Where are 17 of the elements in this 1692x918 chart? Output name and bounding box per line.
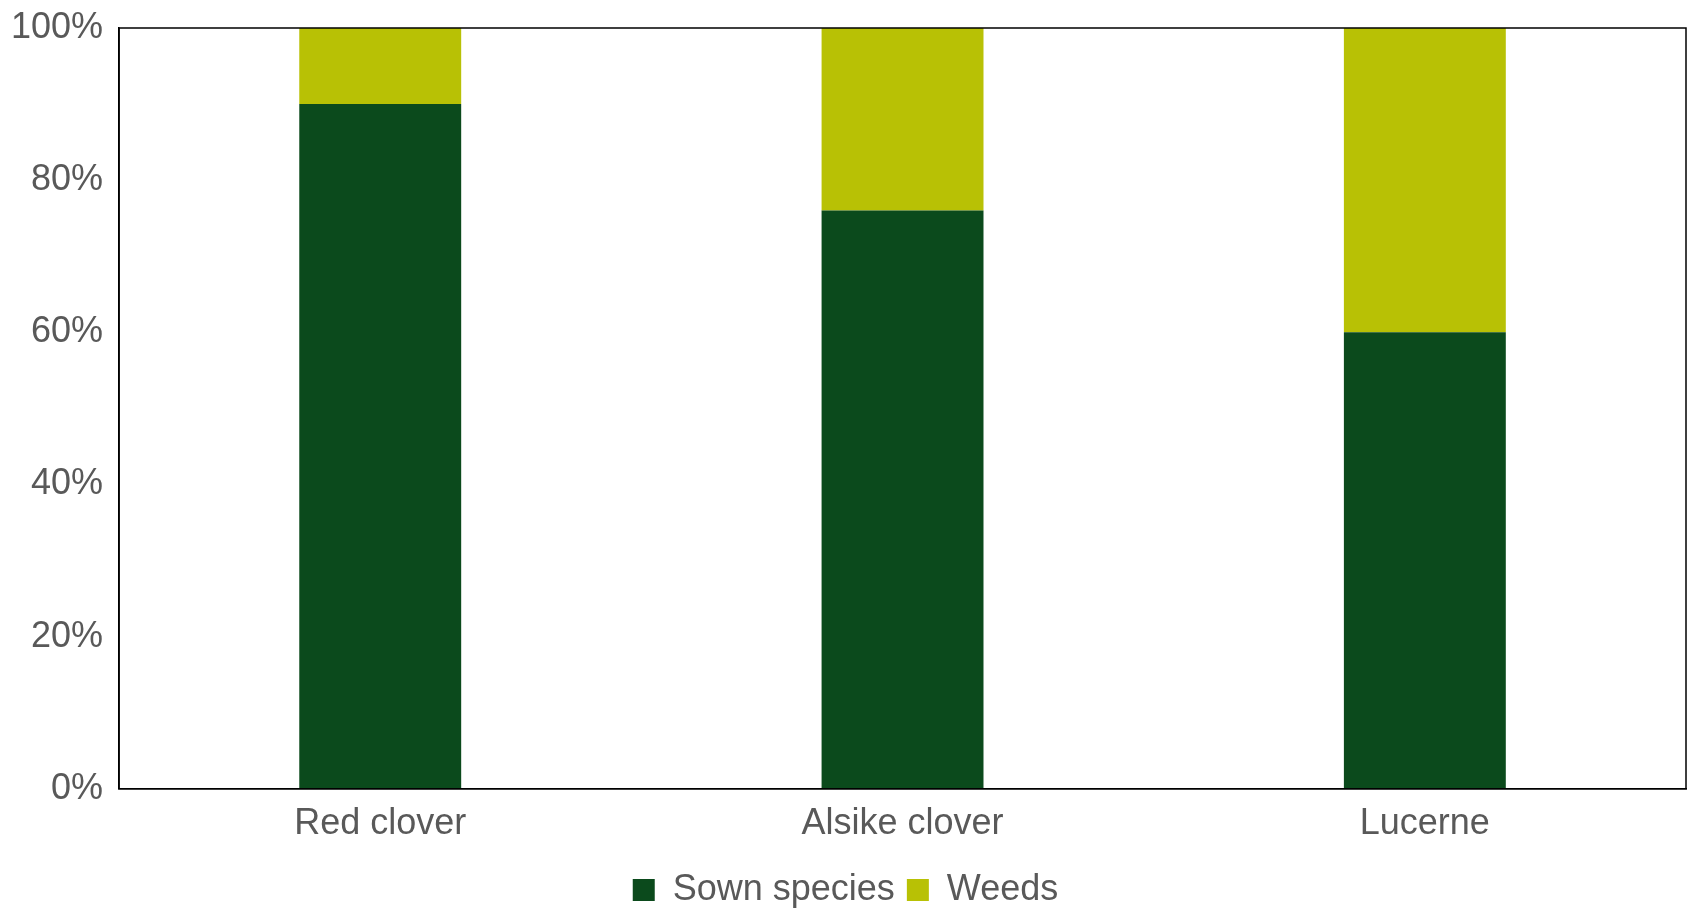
x-tick-label: Red clover — [294, 801, 467, 843]
legend-label: Sown species — [672, 866, 895, 908]
y-tick-label: 100% — [11, 4, 104, 46]
bar — [299, 28, 462, 105]
bar — [821, 210, 984, 789]
legend-label: Weeds — [946, 866, 1059, 908]
x-tick-label: Alsike clover — [801, 801, 1004, 843]
bar — [821, 28, 984, 211]
y-tick-label: 80% — [31, 157, 104, 199]
y-tick-label: 40% — [31, 461, 104, 503]
x-tick-label: Lucerne — [1359, 801, 1490, 843]
bar — [299, 104, 462, 789]
y-tick-label: 0% — [51, 765, 104, 807]
y-tick-label: 20% — [31, 613, 104, 655]
bar — [1343, 28, 1506, 333]
y-tick-label: 60% — [31, 309, 104, 351]
bar — [1343, 332, 1506, 789]
